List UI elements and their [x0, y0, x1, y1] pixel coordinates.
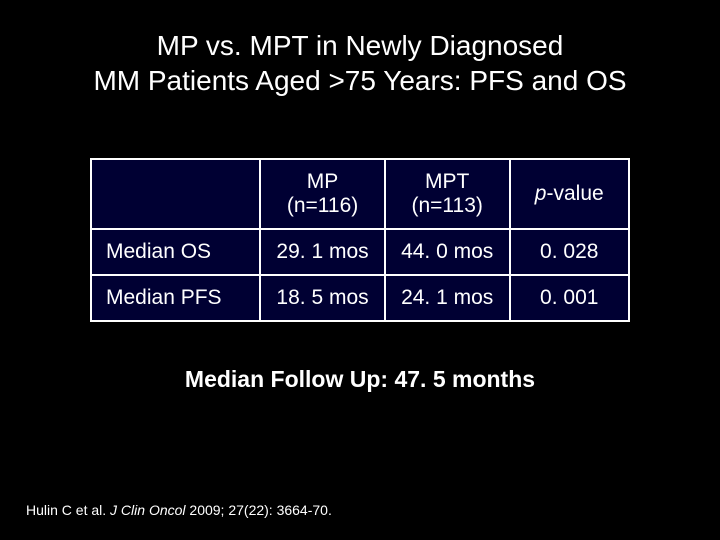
- table-row: Median PFS 18. 5 mos 24. 1 mos 0. 001: [91, 275, 629, 321]
- row-label: Median PFS: [91, 275, 260, 321]
- title-line-1: MP vs. MPT in Newly Diagnosed: [157, 30, 564, 61]
- header-p-suffix: -value: [546, 182, 603, 205]
- cell-p: 0. 001: [510, 275, 630, 321]
- cell-mp: 18. 5 mos: [260, 275, 385, 321]
- citation-rest: 2009; 27(22): 3664-70.: [189, 502, 331, 518]
- citation: Hulin C et al. J Clin Oncol 2009; 27(22)…: [26, 502, 332, 518]
- title-line-2: MM Patients Aged >75 Years: PFS and OS: [93, 65, 626, 96]
- header-mp: MP (n=116): [260, 159, 385, 229]
- table-header-row: MP (n=116) MPT (n=113) p-value: [91, 159, 629, 229]
- header-mpt-sub: (n=113): [394, 194, 501, 218]
- results-table-container: MP (n=116) MPT (n=113) p-value Median OS…: [90, 158, 630, 322]
- row-label: Median OS: [91, 229, 260, 275]
- header-pvalue: p-value: [510, 159, 630, 229]
- header-mp-sub: (n=116): [269, 194, 376, 218]
- cell-mpt: 24. 1 mos: [385, 275, 510, 321]
- citation-authors: Hulin C et al.: [26, 502, 110, 518]
- header-mpt-top: MPT: [425, 170, 469, 193]
- cell-mp: 29. 1 mos: [260, 229, 385, 275]
- header-blank: [91, 159, 260, 229]
- slide-title: MP vs. MPT in Newly Diagnosed MM Patient…: [0, 0, 720, 98]
- follow-up-text: Median Follow Up: 47. 5 months: [0, 366, 720, 393]
- table-row: Median OS 29. 1 mos 44. 0 mos 0. 028: [91, 229, 629, 275]
- header-p-italic: p: [535, 182, 547, 205]
- results-table: MP (n=116) MPT (n=113) p-value Median OS…: [90, 158, 630, 322]
- cell-p: 0. 028: [510, 229, 630, 275]
- cell-mpt: 44. 0 mos: [385, 229, 510, 275]
- citation-journal: J Clin Oncol: [110, 502, 189, 518]
- header-mp-top: MP: [307, 170, 339, 193]
- header-mpt: MPT (n=113): [385, 159, 510, 229]
